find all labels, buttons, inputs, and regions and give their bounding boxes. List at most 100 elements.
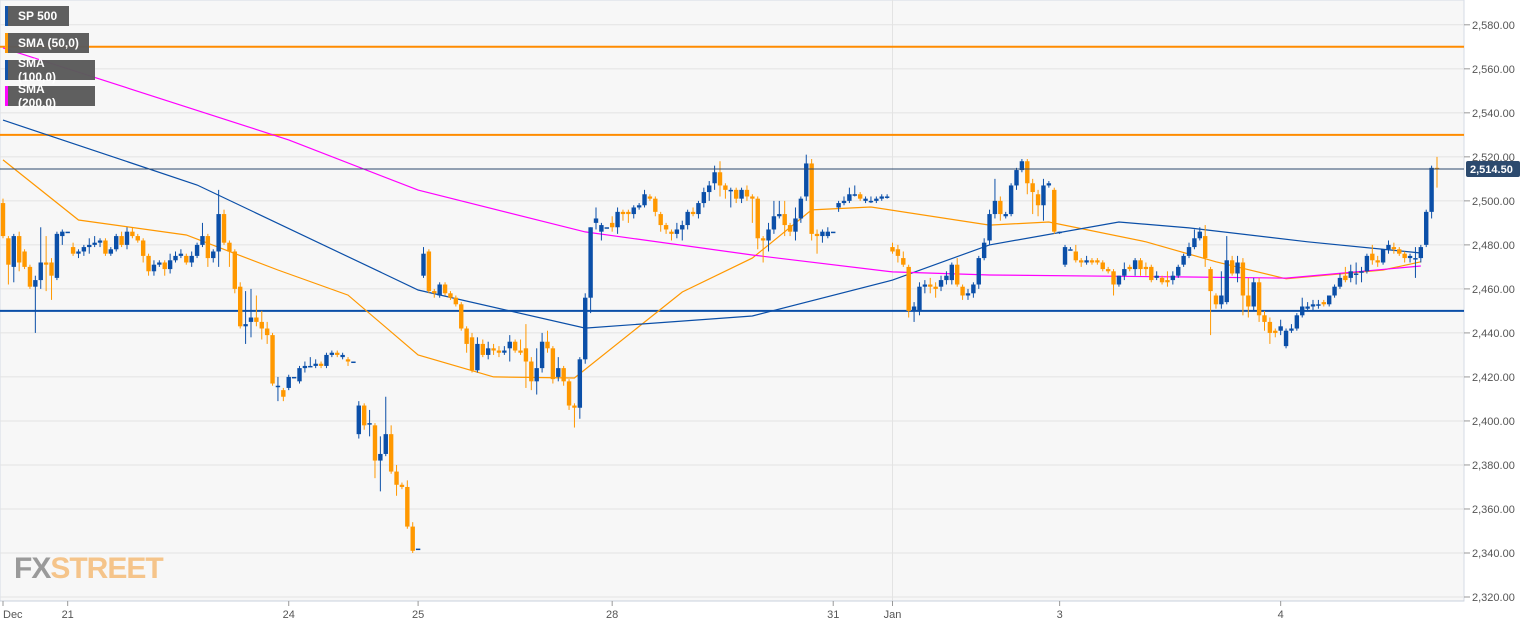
candle-body <box>221 214 227 243</box>
candle <box>469 332 475 373</box>
candle-body <box>1192 238 1197 248</box>
candle <box>43 236 49 292</box>
candle-body <box>550 348 556 380</box>
candle <box>609 216 615 232</box>
logo-fx: FX <box>14 552 51 585</box>
fxstreet-logo: FXSTREET <box>14 552 164 586</box>
legend-label: SMA (100,0) <box>18 56 57 84</box>
candle <box>728 187 733 208</box>
candle-body <box>1316 304 1321 306</box>
candle-body <box>130 231 135 237</box>
candle <box>717 161 723 197</box>
candle-body <box>976 258 981 285</box>
candle-body <box>1262 315 1267 322</box>
candle-body <box>1283 330 1289 347</box>
candle-body <box>1057 231 1062 234</box>
candle-body <box>1052 189 1057 232</box>
sma-line <box>2 159 1421 379</box>
candle-body <box>992 200 998 215</box>
candle <box>1046 181 1052 188</box>
candle-body <box>642 194 647 206</box>
legend-sma100[interactable]: SMA (100,0) <box>5 56 95 84</box>
candle-body <box>11 236 16 267</box>
candle-body <box>938 280 944 287</box>
candle <box>917 282 922 316</box>
legend-sma50[interactable]: SMA (50,0) <box>5 33 89 53</box>
candle <box>1197 227 1202 241</box>
candle <box>669 229 674 241</box>
candle <box>593 207 599 230</box>
legend-sma200[interactable]: SMA (200,0) <box>5 82 95 110</box>
candle-body <box>87 244 92 248</box>
candle <box>1014 167 1019 190</box>
candle-body <box>302 365 308 369</box>
candle-body <box>944 275 949 281</box>
candle-body <box>712 172 717 184</box>
candle-body <box>1397 249 1402 254</box>
candle-body <box>771 216 777 230</box>
candle <box>1402 251 1407 263</box>
candle-body <box>733 189 739 199</box>
candle-body <box>696 203 701 215</box>
candle <box>356 401 362 439</box>
candle-body <box>960 286 965 296</box>
candle <box>1240 258 1246 316</box>
candle <box>707 181 712 201</box>
candle-body <box>917 286 922 311</box>
candle <box>965 288 971 300</box>
candle-body <box>232 251 238 289</box>
candle <box>777 200 782 219</box>
candle-body <box>766 229 771 241</box>
candle <box>54 231 60 281</box>
candle-body <box>1235 262 1240 274</box>
candle <box>0 198 6 239</box>
candle <box>216 189 221 267</box>
candle <box>308 357 313 368</box>
candle <box>367 409 372 437</box>
candle <box>852 185 857 197</box>
candle-body <box>361 405 367 426</box>
candle <box>631 205 636 219</box>
candle-body <box>372 425 378 461</box>
candle <box>642 189 647 208</box>
candle <box>16 231 22 272</box>
candle <box>65 231 70 234</box>
candle-body <box>485 348 491 355</box>
candle <box>437 282 442 298</box>
candle-body <box>545 341 550 349</box>
candle <box>383 396 388 457</box>
candle <box>863 196 868 204</box>
candle <box>60 229 65 245</box>
candle <box>1229 255 1235 276</box>
candle <box>1192 229 1197 250</box>
gridlines <box>0 0 1464 601</box>
legend-sp500[interactable]: SP 500 <box>5 6 69 26</box>
candle-body <box>1019 161 1025 171</box>
candle-body <box>636 205 642 208</box>
candle <box>733 187 739 204</box>
candle-body <box>1025 161 1030 184</box>
candle-body <box>1089 260 1095 263</box>
candle <box>626 209 631 223</box>
candle <box>1262 310 1267 331</box>
candle-body <box>577 359 583 408</box>
candle <box>976 255 981 289</box>
y-tick-label: 2,340.00 <box>1472 548 1515 560</box>
candle <box>335 350 340 358</box>
candle <box>1380 249 1386 265</box>
candle <box>653 196 658 217</box>
candle-body <box>1391 247 1397 250</box>
candle-body <box>1278 326 1283 331</box>
candle <box>825 227 831 239</box>
candle-body <box>588 227 593 298</box>
candle-body <box>739 189 744 199</box>
candle <box>388 425 394 474</box>
candle <box>1170 271 1176 285</box>
candle-body <box>583 297 588 360</box>
candle <box>421 247 426 278</box>
candle-body <box>685 211 690 226</box>
candle <box>523 324 529 388</box>
candle-body <box>194 244 200 256</box>
candle-body <box>1068 249 1073 251</box>
candle <box>189 251 194 267</box>
